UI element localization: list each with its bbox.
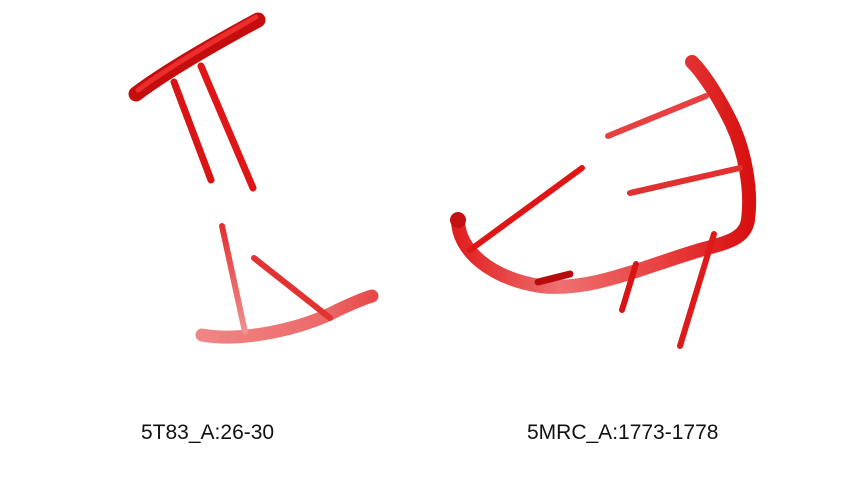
base-stick <box>467 165 585 253</box>
base-stick <box>197 62 257 192</box>
base-stick <box>219 223 248 335</box>
base-stick <box>627 165 743 196</box>
structure-label-left: 5T83_A:26-30 <box>141 421 275 444</box>
rna-structure-render-right <box>450 55 757 349</box>
structure-label-right: 5MRC_A:1773-1778 <box>527 421 719 444</box>
base-stick <box>619 261 639 313</box>
rna-structure-render-left <box>128 12 379 344</box>
backbone-end-cap <box>450 212 466 228</box>
backbone-segment-top-highlight <box>135 14 259 93</box>
backbone-segment-top <box>128 12 266 102</box>
structure-panel-right: 5MRC_A:1773-1778 <box>430 0 860 480</box>
base-stick <box>605 93 709 139</box>
backbone-segment-bottom <box>195 289 379 344</box>
structure-panel-left: 5T83_A:26-30 <box>128 12 379 444</box>
base-stick <box>251 255 333 321</box>
base-stick <box>170 78 215 184</box>
backbone-main <box>451 55 757 294</box>
base-stick <box>534 270 574 286</box>
base-stick <box>677 231 717 349</box>
